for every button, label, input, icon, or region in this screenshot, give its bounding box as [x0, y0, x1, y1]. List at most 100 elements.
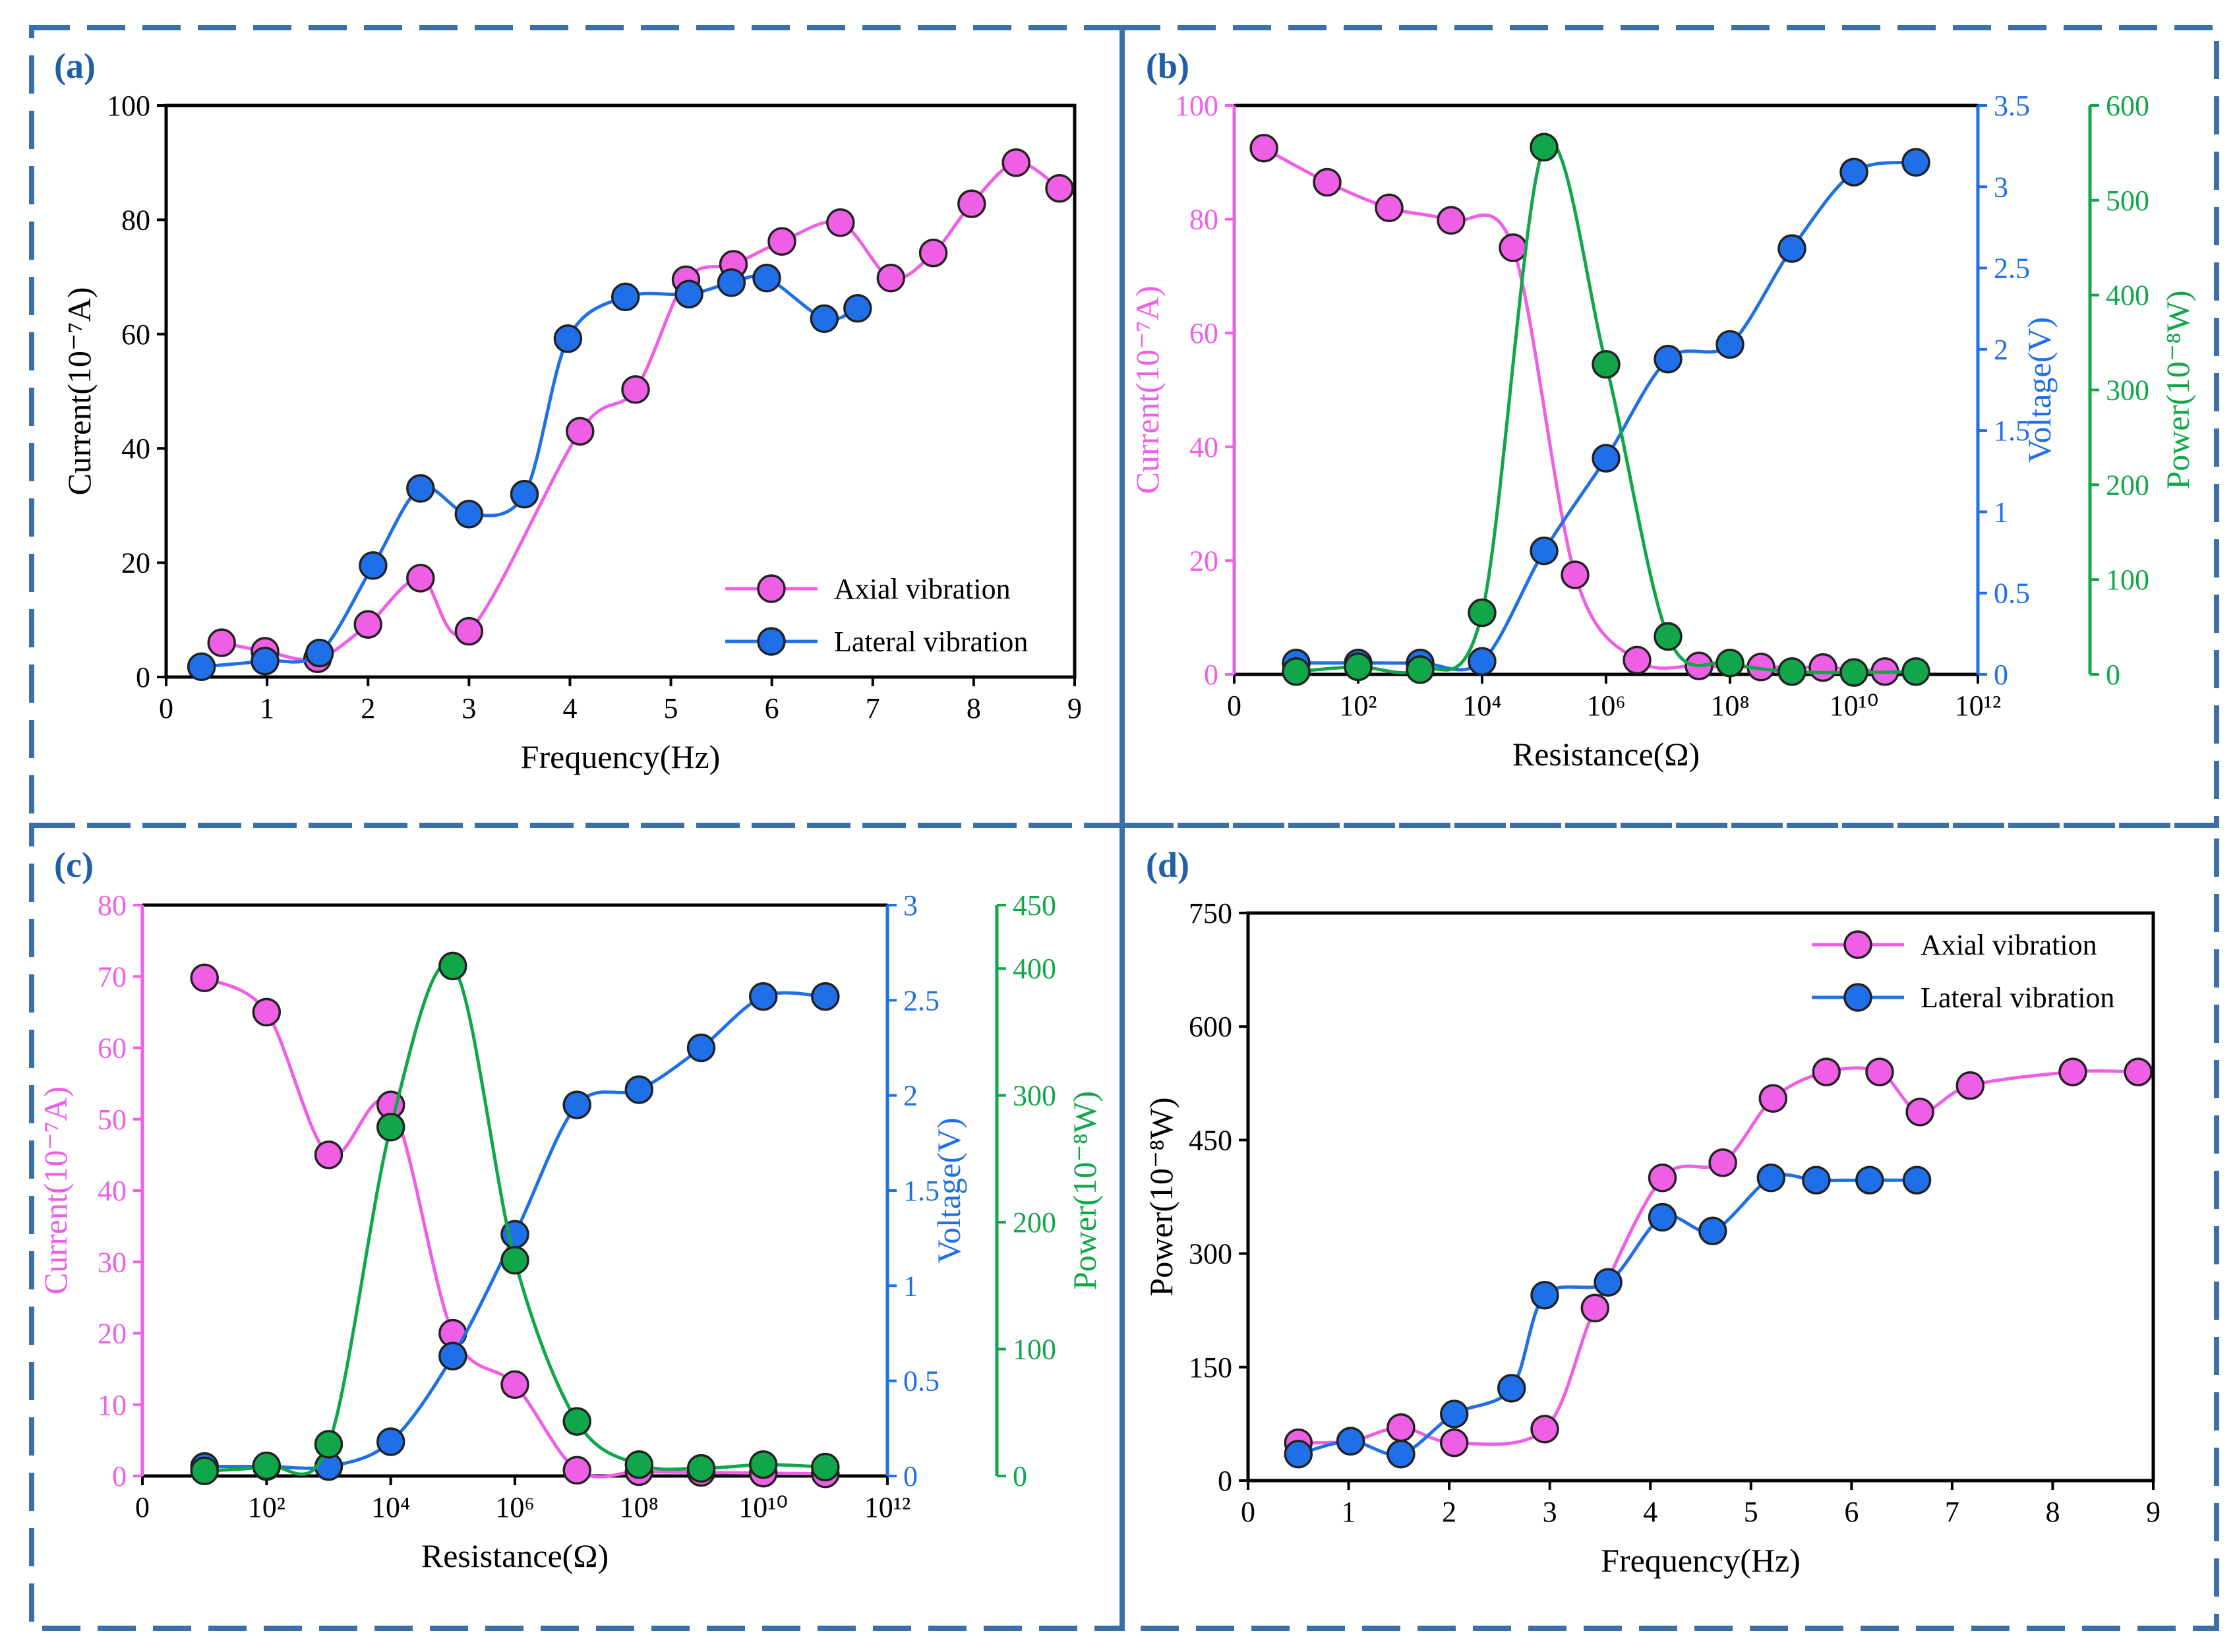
y-tick-label: 600 [1189, 1011, 1232, 1043]
y-tick-label: 150 [1189, 1351, 1232, 1384]
legend-label: Axial vibration [1921, 929, 2097, 961]
y-tick-label: 20 [1189, 545, 1218, 577]
series-axial-point [207, 628, 236, 657]
series-voltage-point [624, 1075, 654, 1104]
y-tick-label: 3.5 [1994, 90, 2030, 122]
series-power-point [1715, 648, 1745, 678]
series-axial-point [454, 616, 484, 646]
series-current-point [1437, 206, 1466, 235]
series-power-point [1901, 657, 1930, 686]
series-power-point [748, 1450, 778, 1479]
legend-marker [1843, 930, 1872, 959]
y-tick-label: 2 [1994, 334, 2008, 366]
y-tick-label: 60 [1189, 317, 1218, 349]
series-voltage-point [376, 1427, 405, 1456]
legend-label: Lateral vibration [834, 626, 1028, 658]
series-power-point [811, 1452, 840, 1482]
series-axial-point [406, 564, 435, 593]
series-lateral-point [1387, 1440, 1416, 1469]
x-tick-label: 3 [462, 692, 476, 724]
y-tick-label: 80 [1189, 204, 1218, 236]
y-tick-label: 40 [98, 1175, 127, 1207]
series-lateral-point [454, 500, 484, 529]
y-tick-label: 60 [98, 1032, 127, 1065]
series-power-point [1406, 655, 1435, 684]
series-axial-point [1758, 1084, 1788, 1113]
series-current-point [1249, 133, 1278, 163]
x-axis-title: Frequency(Hz) [1601, 1542, 1801, 1579]
y-tick-label: 1 [1994, 496, 2008, 528]
series-current-point [314, 1140, 343, 1169]
x-tick-label: 10¹⁰ [738, 1491, 788, 1523]
series-current-point [252, 997, 282, 1027]
series-voltage-point [686, 1033, 716, 1063]
series-voltage-point [1654, 344, 1683, 374]
series-axial-point [876, 264, 906, 293]
frame-panel-d [1119, 823, 2219, 1631]
series-current-point [1808, 653, 1837, 682]
series-power-point [190, 1456, 219, 1486]
series-axial-point [1905, 1098, 1934, 1127]
y-tick-label: 0.5 [903, 1365, 940, 1398]
legend-marker [757, 627, 786, 656]
y-tick-label: 300 [2106, 374, 2149, 407]
series-lateral-point [1802, 1165, 1831, 1195]
y-tick-label: 300 [1013, 1080, 1056, 1112]
series-lateral-point [1497, 1374, 1526, 1403]
series-power-point [376, 1113, 405, 1142]
x-tick-label: 9 [1067, 692, 1082, 724]
y-tick-label: 750 [1189, 897, 1232, 929]
y-tick-label: 0 [136, 661, 150, 693]
y-tick-label: 3 [903, 889, 918, 922]
panel-b-output-vs-resistance: 0 10² 10⁴ 10⁶ 10⁸ 10¹⁰ 10¹²Resistance(Ω)020406… [1129, 46, 2196, 773]
y-tick-label: 10 [98, 1389, 127, 1421]
x-tick-label: 0 [135, 1491, 150, 1523]
x-tick-label: 0 [159, 692, 173, 724]
y-tick-label: 1.5 [1994, 415, 2030, 447]
series-power-point [438, 951, 467, 981]
series-lateral-point [510, 479, 539, 509]
series-power-point [562, 1407, 591, 1436]
y-tick-label: 3 [1994, 171, 2008, 203]
panel-label: (c) [54, 845, 94, 885]
x-tick-label: 5 [664, 692, 678, 724]
series-axial-point [353, 610, 382, 639]
series-current-point [1623, 645, 1652, 675]
y-tick-label: 60 [121, 318, 150, 351]
series-axial-point [1439, 1428, 1469, 1458]
y-tick-label: 100 [1013, 1334, 1056, 1366]
y-axis-title: Power(10⁻⁸W) [1143, 1097, 1179, 1296]
series-current-point [500, 1370, 529, 1400]
x-axis-title: Resistance(Ω) [1512, 736, 1700, 773]
y-tick-label: 500 [2106, 185, 2149, 217]
x-tick-label: 10¹² [864, 1491, 910, 1523]
y-tick-label: 1 [903, 1270, 918, 1302]
y-tick-label: 0 [1994, 659, 2008, 691]
series-axial-point [1387, 1413, 1416, 1442]
y-axis-title-left: Current(10⁻⁷A) [37, 1086, 74, 1295]
x-tick-label: 2 [1442, 1496, 1456, 1528]
series-power-point [252, 1451, 282, 1481]
series-power-point [1839, 658, 1868, 687]
y-axis-title-right-2: Power(10⁻⁸W) [1066, 1091, 1103, 1290]
series-current-point [562, 1456, 591, 1485]
series-current-point [1313, 167, 1342, 197]
x-tick-label: 6 [765, 692, 779, 724]
x-tick-label: 10⁶ [495, 1491, 534, 1523]
series-voltage-point [1468, 647, 1497, 676]
legend-marker [1843, 983, 1872, 1012]
series-power-point [1530, 133, 1559, 162]
series-axial-point [1865, 1057, 1894, 1086]
x-axis-title: Resistance(Ω) [421, 1537, 609, 1574]
series-power-point [314, 1430, 343, 1459]
y-tick-label: 200 [2106, 469, 2149, 501]
y-axis-title-right-1: Voltage(V) [2021, 317, 2058, 463]
frame-panel-b [1119, 25, 2219, 828]
series-voltage-point [562, 1090, 591, 1119]
x-tick-label: 7 [866, 692, 880, 724]
y-tick-label: 20 [98, 1318, 127, 1350]
y-tick-label: 70 [98, 960, 127, 993]
x-tick-label: 0 [1241, 1496, 1255, 1528]
x-tick-label: 10¹⁰ [1830, 690, 1879, 722]
legend-label: Lateral vibration [1921, 982, 2114, 1014]
